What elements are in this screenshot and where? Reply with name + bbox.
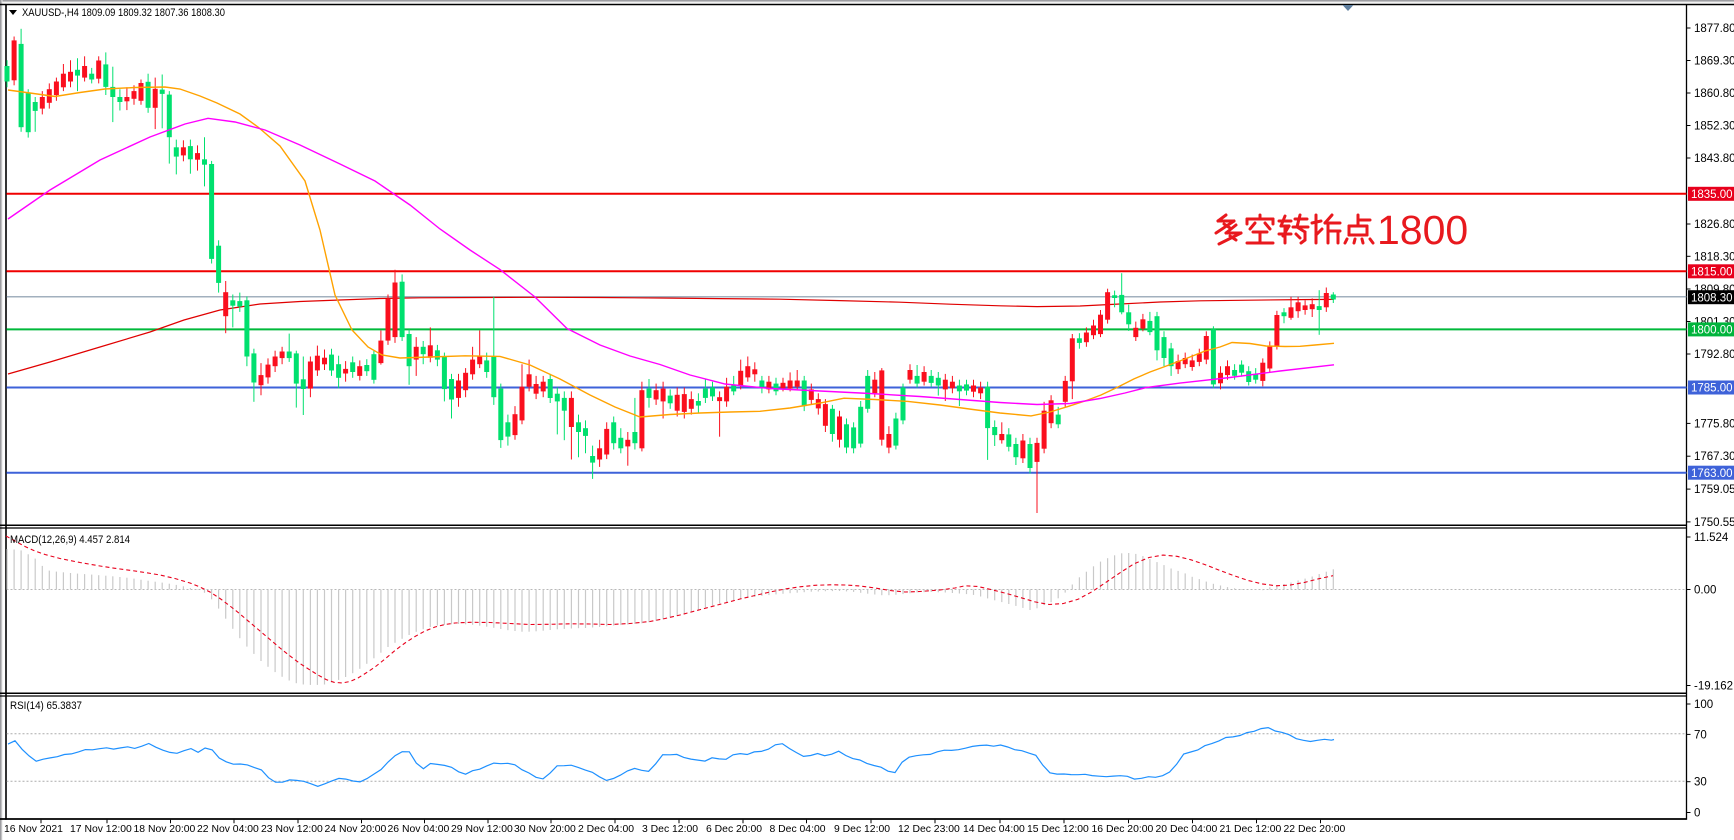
svg-text:-19.162: -19.162 (1694, 681, 1733, 693)
svg-text:12 Dec 23:00: 12 Dec 23:00 (898, 824, 960, 835)
svg-text:1826.80: 1826.80 (1694, 219, 1734, 231)
svg-text:2 Dec 04:00: 2 Dec 04:00 (578, 824, 634, 835)
svg-text:1800.00: 1800.00 (1691, 325, 1733, 337)
svg-text:20 Dec 04:00: 20 Dec 04:00 (1156, 824, 1218, 835)
svg-text:1759.05: 1759.05 (1694, 484, 1734, 496)
svg-text:16 Dec 20:00: 16 Dec 20:00 (1092, 824, 1154, 835)
svg-text:9 Dec 12:00: 9 Dec 12:00 (834, 824, 890, 835)
svg-text:26 Nov 04:00: 26 Nov 04:00 (388, 824, 450, 835)
svg-text:100: 100 (1694, 699, 1713, 711)
svg-text:1869.30: 1869.30 (1694, 56, 1734, 68)
svg-text:1785.00: 1785.00 (1691, 383, 1733, 395)
svg-text:11.524: 11.524 (1694, 532, 1729, 544)
svg-text:1835.00: 1835.00 (1691, 189, 1733, 201)
svg-text:70: 70 (1694, 729, 1707, 741)
svg-text:1877.80: 1877.80 (1694, 23, 1734, 35)
svg-text:30 Nov 20:00: 30 Nov 20:00 (514, 824, 576, 835)
svg-text:16 Nov 2021: 16 Nov 2021 (4, 824, 63, 835)
svg-text:RSI(14) 65.3837: RSI(14) 65.3837 (10, 700, 82, 712)
svg-text:1860.80: 1860.80 (1694, 88, 1734, 100)
svg-text:1750.55: 1750.55 (1694, 517, 1734, 529)
svg-text:1815.00: 1815.00 (1691, 267, 1733, 279)
svg-text:3 Dec 12:00: 3 Dec 12:00 (642, 824, 698, 835)
svg-text:22 Nov 04:00: 22 Nov 04:00 (197, 824, 259, 835)
svg-text:MACD(12,26,9) 4.457 2.814: MACD(12,26,9) 4.457 2.814 (10, 534, 130, 546)
svg-text:14 Dec 04:00: 14 Dec 04:00 (963, 824, 1025, 835)
svg-text:21 Dec 12:00: 21 Dec 12:00 (1220, 824, 1282, 835)
svg-text:1775.80: 1775.80 (1694, 418, 1734, 430)
svg-text:22 Dec 20:00: 22 Dec 20:00 (1284, 824, 1346, 835)
svg-text:1792.80: 1792.80 (1694, 349, 1734, 361)
svg-text:29 Nov 12:00: 29 Nov 12:00 (451, 824, 513, 835)
svg-text:0: 0 (1694, 808, 1700, 820)
svg-text:1818.30: 1818.30 (1694, 251, 1734, 263)
svg-text:30: 30 (1694, 777, 1707, 789)
svg-text:18 Nov 20:00: 18 Nov 20:00 (134, 824, 196, 835)
svg-text:1763.00: 1763.00 (1691, 468, 1733, 480)
svg-text:1808.30: 1808.30 (1691, 292, 1733, 304)
svg-text:1800: 1800 (1377, 207, 1468, 253)
svg-text:15 Dec 12:00: 15 Dec 12:00 (1027, 824, 1089, 835)
svg-text:1843.80: 1843.80 (1694, 153, 1734, 165)
svg-text:8 Dec 04:00: 8 Dec 04:00 (770, 824, 826, 835)
svg-text:23 Nov 12:00: 23 Nov 12:00 (261, 824, 323, 835)
svg-text:0.00: 0.00 (1694, 585, 1716, 597)
svg-text:1852.30: 1852.30 (1694, 121, 1734, 133)
svg-text:24 Nov 20:00: 24 Nov 20:00 (325, 824, 387, 835)
svg-text:1767.30: 1767.30 (1694, 451, 1734, 463)
svg-text:6 Dec 20:00: 6 Dec 20:00 (706, 824, 762, 835)
svg-text:17 Nov 12:00: 17 Nov 12:00 (70, 824, 132, 835)
svg-text:XAUUSD-,H4 1809.09 1809.32 18: XAUUSD-,H4 1809.09 1809.32 1807.36 1808.… (22, 7, 225, 19)
